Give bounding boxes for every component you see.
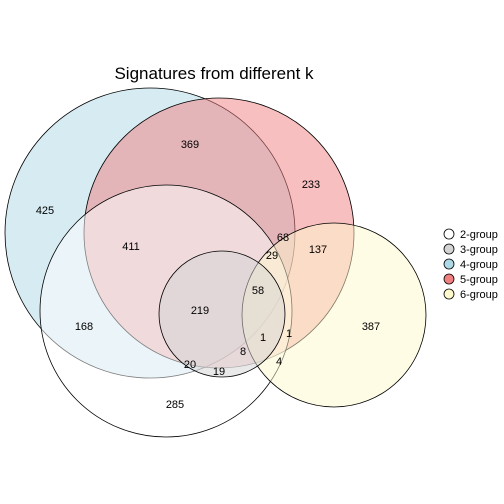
region-counts: 425 369 233 411 68 29 137 58 219 168 387 1 1 8 4 20 19 28… [36,139,380,411]
region-count-2-4-5: 411 [122,241,140,253]
legend-swatch-6-group [443,288,455,300]
region-count-3: 19 [213,366,225,378]
region-count-2-3-6: 8 [240,346,246,358]
legend-swatch-5-group [443,273,455,285]
region-count-2-3-4-5-6: 1 [260,332,266,344]
region-count-2-5-6: 29 [266,250,278,262]
region-count-5: 233 [302,179,320,191]
legend-label-2-group: 2-group [460,229,498,241]
legend-label-3-group: 3-group [460,244,498,256]
circle-3-group [158,250,286,378]
chart-title: Signatures from different k [114,64,314,83]
region-count-2-4: 168 [75,321,93,333]
legend-swatch-2-group [443,228,455,240]
region-count-2-3-4-5: 219 [191,305,209,317]
legend-swatch-4-group [443,258,455,270]
region-count-5-6: 137 [309,244,327,256]
region-count-2-3: 20 [184,359,196,371]
region-count-2: 285 [166,399,184,411]
legend-label-5-group: 5-group [460,274,498,286]
legend: 2-group 3-group 4-group 5-group 6-group [443,228,498,301]
region-count-2-6: 4 [276,356,282,368]
region-count-3-5-6: 1 [286,328,292,340]
set-circles [4,87,427,438]
region-count-2-3-5-6: 58 [252,285,264,297]
region-count-4: 425 [36,205,54,217]
legend-label-6-group: 6-group [460,289,498,301]
legend-label-4-group: 4-group [460,259,498,271]
region-count-4-5: 369 [181,139,199,151]
region-count-6: 387 [362,321,380,333]
legend-swatch-3-group [443,243,455,255]
region-count-2-5: 68 [277,232,289,244]
